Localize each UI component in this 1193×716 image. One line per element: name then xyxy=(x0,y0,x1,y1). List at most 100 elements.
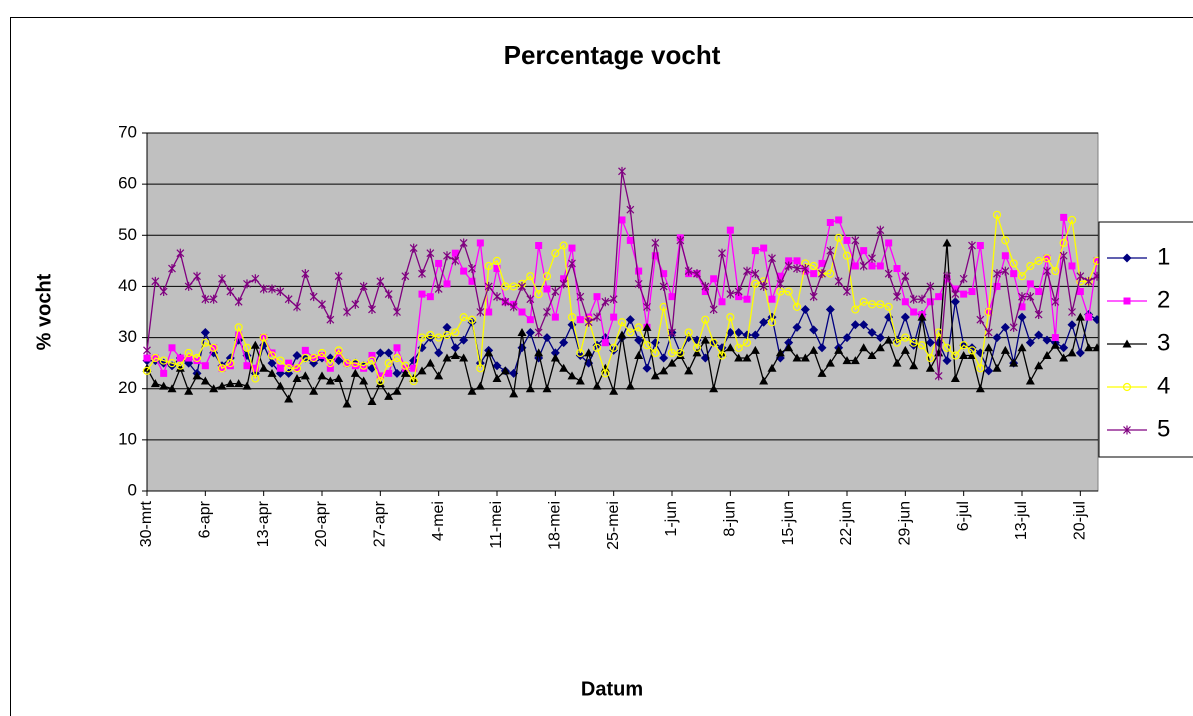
marker xyxy=(868,262,876,270)
marker xyxy=(1010,270,1018,278)
marker xyxy=(567,371,577,380)
marker xyxy=(618,166,626,176)
marker xyxy=(342,399,352,408)
marker xyxy=(359,361,368,370)
marker xyxy=(159,381,169,390)
marker xyxy=(225,379,235,388)
x-tick-label: 29-jun xyxy=(897,501,914,545)
marker xyxy=(960,290,968,298)
marker xyxy=(626,205,635,215)
series-line xyxy=(146,214,1098,383)
marker xyxy=(142,366,152,375)
marker xyxy=(226,362,234,370)
marker xyxy=(760,244,768,252)
marker xyxy=(143,354,151,362)
marker xyxy=(942,343,952,352)
marker xyxy=(618,216,626,224)
marker xyxy=(893,265,901,273)
marker xyxy=(534,348,544,357)
marker xyxy=(309,386,319,395)
marker xyxy=(725,343,735,352)
marker xyxy=(592,381,602,390)
marker xyxy=(909,338,918,347)
marker xyxy=(326,315,335,325)
marker xyxy=(1068,262,1076,270)
marker xyxy=(743,266,751,276)
marker xyxy=(951,351,960,360)
marker xyxy=(426,293,434,301)
marker xyxy=(584,348,594,357)
marker xyxy=(660,270,668,278)
marker xyxy=(442,330,452,340)
marker xyxy=(700,335,710,344)
marker xyxy=(542,384,552,393)
marker xyxy=(925,338,935,348)
marker xyxy=(1009,259,1018,268)
marker xyxy=(709,338,718,347)
marker xyxy=(434,348,444,358)
marker xyxy=(875,333,885,343)
plot-area xyxy=(146,132,1099,492)
marker xyxy=(201,294,210,304)
marker xyxy=(976,364,985,373)
marker xyxy=(1001,236,1010,245)
marker xyxy=(900,345,910,354)
marker xyxy=(568,244,576,252)
marker xyxy=(542,333,552,343)
marker xyxy=(634,323,643,332)
marker xyxy=(917,341,927,350)
marker xyxy=(560,275,568,283)
marker xyxy=(309,353,318,363)
marker xyxy=(576,348,585,358)
marker xyxy=(1051,297,1060,307)
marker xyxy=(485,308,493,316)
legend-marker xyxy=(1122,253,1132,263)
marker xyxy=(625,315,635,325)
marker xyxy=(884,335,894,344)
marker xyxy=(492,256,502,265)
marker xyxy=(167,359,177,368)
marker xyxy=(201,338,210,347)
marker xyxy=(675,350,685,359)
marker xyxy=(526,316,534,324)
marker xyxy=(826,219,834,226)
marker xyxy=(251,374,260,383)
marker xyxy=(393,307,401,317)
marker xyxy=(476,239,484,247)
marker xyxy=(442,322,452,332)
marker xyxy=(860,247,868,255)
marker xyxy=(434,284,443,294)
marker xyxy=(701,288,709,296)
marker xyxy=(551,249,560,258)
marker xyxy=(192,371,202,380)
marker xyxy=(1068,307,1076,317)
marker xyxy=(435,259,443,267)
legend-marker xyxy=(1122,382,1132,392)
marker xyxy=(842,333,852,343)
marker xyxy=(559,241,568,250)
marker xyxy=(617,330,627,339)
marker xyxy=(467,315,477,324)
marker xyxy=(401,361,410,370)
x-tick-label: 8-jun xyxy=(722,501,739,537)
marker xyxy=(268,284,276,294)
marker xyxy=(375,379,385,388)
marker xyxy=(451,256,460,266)
marker xyxy=(601,339,609,347)
marker xyxy=(676,235,685,245)
marker xyxy=(992,363,1002,372)
marker xyxy=(1017,272,1027,281)
marker xyxy=(209,384,219,393)
marker xyxy=(550,348,560,358)
marker xyxy=(842,356,852,365)
marker xyxy=(692,348,702,357)
marker xyxy=(750,345,760,354)
marker xyxy=(884,269,893,279)
marker xyxy=(925,363,935,372)
marker xyxy=(734,287,743,297)
marker xyxy=(859,297,868,306)
marker xyxy=(634,335,644,345)
marker xyxy=(701,315,710,324)
x-tick-label: 20-jul xyxy=(1072,501,1089,540)
